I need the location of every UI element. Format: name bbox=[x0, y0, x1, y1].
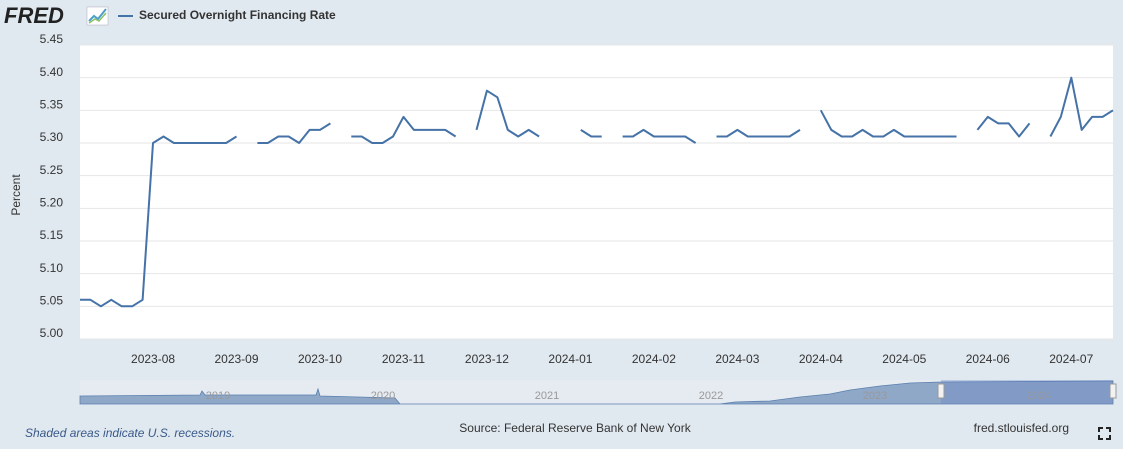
navigator bbox=[79, 380, 1117, 405]
x-tick-label: 2023-12 bbox=[465, 352, 509, 366]
logo-icon bbox=[86, 6, 109, 26]
y-tick-label: 5.10 bbox=[40, 261, 64, 275]
y-tick-label: 5.45 bbox=[40, 32, 64, 46]
y-tick-label: 5.40 bbox=[40, 65, 64, 79]
y-tick-label: 5.20 bbox=[40, 196, 64, 210]
y-tick-label: 5.05 bbox=[40, 294, 64, 308]
navigator-label: 2020 bbox=[371, 390, 395, 402]
plot-area bbox=[80, 45, 1113, 339]
x-tick-label: 2023-09 bbox=[214, 352, 258, 366]
y-axis-label: Percent bbox=[9, 174, 23, 216]
fullscreen-icon[interactable] bbox=[1098, 427, 1111, 440]
x-tick-label: 2023-08 bbox=[131, 352, 175, 366]
x-tick-label: 2024-01 bbox=[548, 352, 592, 366]
legend-label: Secured Overnight Financing Rate bbox=[139, 8, 336, 22]
x-tick-label: 2024-02 bbox=[632, 352, 676, 366]
navigator-label: 2024 bbox=[1027, 390, 1051, 402]
y-tick-label: 5.25 bbox=[40, 163, 64, 177]
x-tick-label: 2024-06 bbox=[966, 352, 1010, 366]
recession-note: Shaded areas indicate U.S. recessions. bbox=[25, 426, 235, 440]
x-tick-label: 2023-10 bbox=[298, 352, 342, 366]
navigator-label: 2021 bbox=[535, 390, 559, 402]
navigator-label: 2022 bbox=[699, 390, 723, 402]
x-tick-label: 2024-03 bbox=[715, 352, 759, 366]
source: Source: Federal Reserve Bank of New York bbox=[459, 421, 691, 435]
y-tick-label: 5.15 bbox=[40, 228, 64, 242]
site-link[interactable]: fred.stlouisfed.org bbox=[974, 421, 1069, 435]
x-tick-label: 2024-05 bbox=[882, 352, 926, 366]
x-tick-label: 2024-07 bbox=[1049, 352, 1093, 366]
x-tick-label: 2023-11 bbox=[382, 352, 425, 366]
navigator-label: 2019 bbox=[206, 390, 230, 402]
navigator-label: 2023 bbox=[863, 390, 887, 402]
series-line bbox=[80, 76, 1114, 308]
y-tick-label: 5.35 bbox=[40, 98, 64, 112]
y-tick-label: 5.30 bbox=[40, 130, 64, 144]
x-tick-label: 2024-04 bbox=[799, 352, 843, 366]
y-tick-label: 5.00 bbox=[40, 326, 64, 340]
logo: FRED bbox=[4, 3, 64, 28]
